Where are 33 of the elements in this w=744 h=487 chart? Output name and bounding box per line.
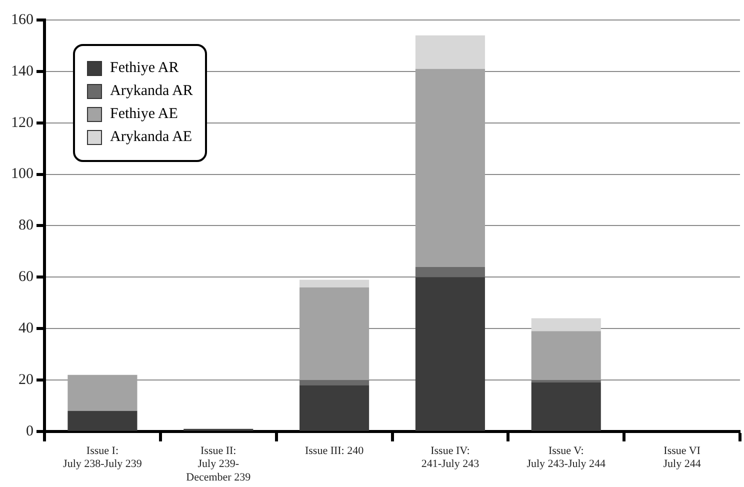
- bar: [68, 374, 138, 411]
- y-tick-label: 80: [18, 218, 34, 234]
- x-tick-label: Issue V: July 243-July 244: [526, 444, 606, 470]
- x-tick-label: Issue VI July 244: [663, 444, 702, 470]
- bar: [415, 35, 485, 69]
- legend-label: Fethiye AE: [110, 106, 178, 123]
- bar: [415, 266, 485, 278]
- bar: [300, 280, 370, 288]
- y-tick-label: 120: [11, 114, 34, 131]
- bar: [300, 380, 370, 386]
- y-tick-label: 140: [11, 63, 34, 80]
- y-tick-label: 40: [18, 320, 34, 336]
- y-tick-label: 100: [11, 166, 34, 182]
- bar: [300, 385, 370, 431]
- bar: [300, 287, 370, 380]
- bar: [415, 68, 485, 267]
- bar: [531, 382, 601, 431]
- y-tick-label: 20: [18, 372, 34, 388]
- x-tick-label: Issue IV: 241-July 243: [421, 444, 480, 470]
- legend-label: Arykanda AE: [110, 129, 192, 146]
- x-tick-label: Issue I: July 238-July 239: [63, 444, 142, 470]
- bar: [531, 331, 601, 380]
- x-tick-label: Issue II: July 239- December 239: [186, 444, 252, 484]
- legend-label: Arykanda AR: [110, 83, 193, 100]
- legend-label: Fethiye AR: [110, 60, 179, 77]
- bar: [68, 410, 138, 431]
- bar: [531, 318, 601, 332]
- bar: [531, 380, 601, 383]
- y-tick-label: 160: [11, 12, 34, 28]
- y-tick-label: 0: [26, 423, 34, 440]
- y-tick-label: 60: [18, 269, 34, 286]
- x-tick-label: Issue III: 240: [304, 444, 364, 457]
- bar: [415, 277, 485, 431]
